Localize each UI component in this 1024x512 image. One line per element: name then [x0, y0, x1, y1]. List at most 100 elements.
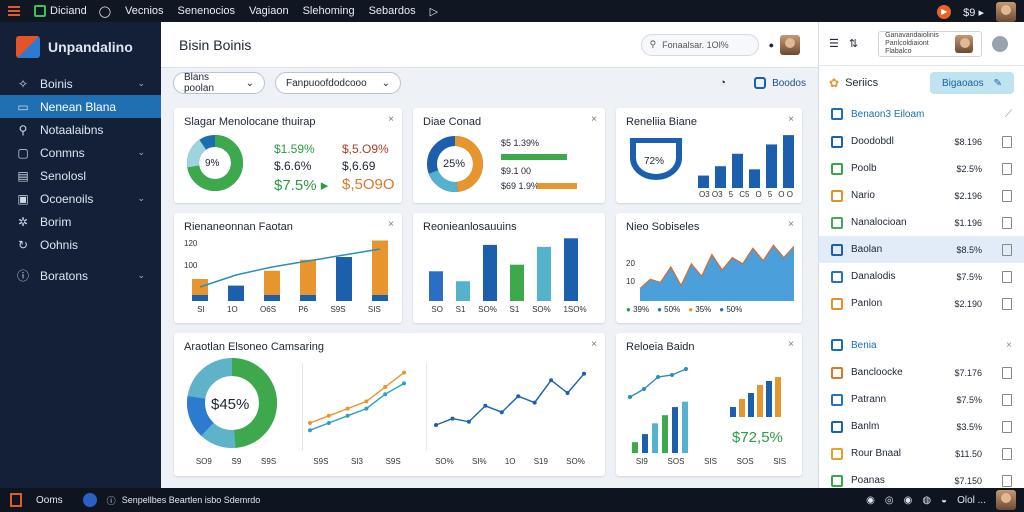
top-item-2[interactable]: Vecnios: [125, 5, 164, 17]
top-chat-icon[interactable]: ◯: [98, 5, 111, 18]
row-icon: [831, 393, 843, 406]
list-item[interactable]: Nario $2.196: [819, 182, 1024, 209]
y-tick: 100: [184, 261, 198, 270]
metric-4: $,6.69: [342, 159, 376, 173]
sidebar-item-label: Boinis: [40, 76, 73, 91]
list-item[interactable]: Patrann $7.5%: [819, 386, 1024, 413]
checkbox[interactable]: [1002, 297, 1012, 310]
top-item-4[interactable]: Vagiaon: [249, 5, 289, 17]
checkbox[interactable]: [1002, 447, 1012, 460]
checkbox[interactable]: [1002, 420, 1012, 433]
bar: [264, 270, 280, 301]
sidebar-item-7[interactable]: ↻ Oohnis: [0, 233, 161, 256]
x-tick: SI9: [635, 457, 648, 466]
list-item[interactable]: Baolan $8.5%: [819, 236, 1024, 263]
top-item-5[interactable]: Slehoming: [302, 5, 355, 17]
list-item[interactable]: Poanas $7.150: [819, 467, 1024, 494]
close-icon[interactable]: ×: [591, 339, 597, 350]
row-icon: [831, 447, 843, 460]
sidebar-item-6[interactable]: ✲ Borim: [0, 210, 161, 233]
row-icon: [831, 162, 843, 175]
status-icon[interactable]: [82, 493, 97, 507]
sidebar-item-8[interactable]: ⓘ Boratons ⌄: [0, 264, 161, 287]
app-icon: [34, 5, 46, 17]
bar: [749, 169, 760, 188]
sidebar-item-0[interactable]: ✧ Boinis ⌄: [0, 72, 161, 95]
checkbox[interactable]: [1002, 270, 1012, 283]
avatar[interactable]: [996, 2, 1016, 22]
close-icon[interactable]: ×: [788, 114, 794, 125]
tray-icon[interactable]: ◎: [884, 494, 894, 506]
x-tick: SOS: [667, 457, 685, 466]
tray-icon[interactable]: ◉: [903, 494, 913, 506]
sidebar-item-2[interactable]: ⚲ Notaalaibns: [0, 118, 161, 141]
checkbox[interactable]: [1002, 135, 1012, 148]
filter-dropdown-2[interactable]: Fanpuoofdodcooo ⌄: [275, 72, 401, 94]
search-input[interactable]: ⚲ Fonaalsar. 1Ol%: [640, 33, 759, 56]
list-item[interactable]: Panlon $2.190: [819, 290, 1024, 317]
close-icon[interactable]: ×: [388, 114, 394, 125]
start-button[interactable]: Ooms: [10, 493, 63, 507]
checkbox[interactable]: [1002, 474, 1012, 487]
line-chart-1: [302, 363, 406, 451]
top-item-3[interactable]: Senenocios: [177, 5, 236, 17]
group-header-1[interactable]: Benaon3 Eiloam ⟋: [819, 100, 1024, 128]
checkbox[interactable]: [1002, 189, 1012, 202]
y-tick: 120: [184, 239, 198, 248]
sidebar-item-4[interactable]: ▤ Senolosl: [0, 164, 161, 187]
point: [532, 400, 537, 405]
sort-icon[interactable]: ⇅: [848, 38, 859, 50]
group-header-2[interactable]: Benia ×: [819, 331, 1024, 359]
list-item[interactable]: Bancloocke $7.176: [819, 359, 1024, 386]
list-item[interactable]: Banlm $3.5%: [819, 413, 1024, 440]
info-icon: ⓘ: [106, 495, 116, 506]
x-tick: 5: [728, 190, 734, 199]
services-button[interactable]: Bigaoaos ✎: [930, 72, 1014, 94]
close-icon[interactable]: ×: [788, 339, 794, 350]
user-avatar[interactable]: [780, 34, 800, 55]
calendar-icon: ▤: [17, 168, 29, 183]
filter-button[interactable]: Boodos: [754, 77, 806, 89]
list-icon[interactable]: ☰: [829, 38, 839, 50]
list-item[interactable]: Danalodis $7.5%: [819, 263, 1024, 290]
sidebar-item-3[interactable]: ▢ Conmns ⌄: [0, 141, 161, 164]
close-icon[interactable]: ×: [591, 114, 597, 125]
sidebar-item-5[interactable]: ▣ Ocoenoils ⌄: [0, 187, 161, 210]
play-icon[interactable]: ▷: [429, 5, 439, 18]
group-icon: [831, 339, 843, 351]
metric-3: $.6.6%: [274, 159, 312, 173]
top-item-6[interactable]: Sebardos: [368, 5, 416, 17]
list-item[interactable]: Rour Bnaal $11.50: [819, 440, 1024, 467]
profile-search[interactable]: Ganavandaiolinis Panlcoldiaiont Flabalco: [878, 30, 983, 57]
edit-icon[interactable]: ⟋: [1005, 108, 1012, 120]
list-item[interactable]: Poolb $2.5%: [819, 155, 1024, 182]
x-tick: S9S: [313, 457, 329, 466]
x-tick: S19: [533, 457, 548, 466]
y-tick: 10: [626, 277, 635, 286]
tray-icon[interactable]: ◍: [922, 494, 932, 506]
gauge-label: 72%: [644, 156, 665, 167]
checkbox[interactable]: [1002, 243, 1012, 256]
timer-icon[interactable]: ◔: [719, 77, 727, 89]
list-item[interactable]: Nanalocioan $1.196: [819, 209, 1024, 236]
avatar[interactable]: [996, 490, 1016, 510]
top-bar: Diciand ◯ Vecnios Senenocios Vagiaon Sle…: [0, 0, 1024, 22]
close-icon[interactable]: ×: [388, 219, 394, 230]
sidebar-item-1[interactable]: ▭ Nenean Blana: [0, 95, 161, 118]
top-item-1[interactable]: Diciand: [34, 5, 87, 17]
checkbox[interactable]: [1002, 393, 1012, 406]
close-icon[interactable]: ×: [788, 219, 794, 230]
bar: [564, 238, 578, 301]
notification-icon[interactable]: ▶: [937, 5, 952, 19]
brand[interactable]: Unpandalino: [0, 22, 161, 72]
close-icon[interactable]: ×: [1006, 339, 1012, 351]
tray-icon[interactable]: ◒: [941, 494, 948, 506]
menu-icon[interactable]: [8, 6, 20, 16]
checkbox[interactable]: [1002, 366, 1012, 379]
list-item[interactable]: Doodobdl $8.196: [819, 128, 1024, 155]
tray-icon[interactable]: ◉: [866, 494, 875, 506]
checkbox[interactable]: [1002, 162, 1012, 175]
settings-icon[interactable]: [992, 35, 1009, 52]
filter-dropdown-1[interactable]: Blans poolan ⌄: [173, 72, 265, 94]
checkbox[interactable]: [1002, 216, 1012, 229]
